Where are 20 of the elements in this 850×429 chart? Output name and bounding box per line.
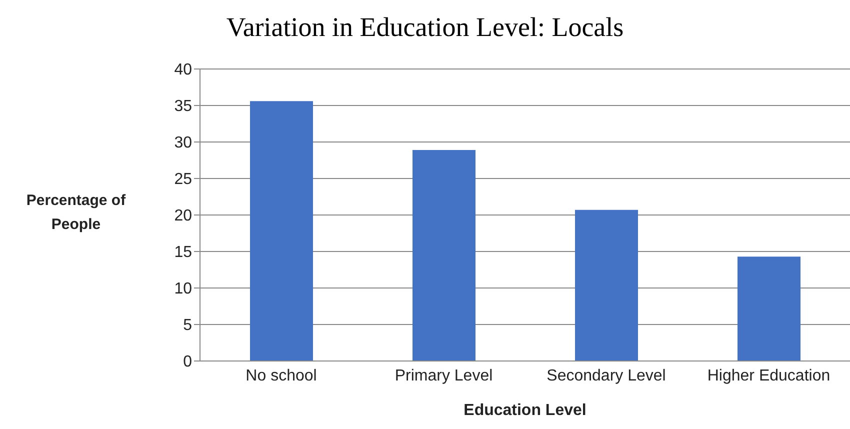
chart-title: Variation in Education Level: Locals [225,12,625,43]
y-tick-label: 25 [174,171,192,188]
x-tick-label: No school [246,367,317,384]
y-tick-label: 0 [183,354,192,371]
y-axis-title: Percentage of People [26,192,127,233]
y-tick-label: 20 [174,208,192,225]
bar [575,210,638,361]
bar [250,101,313,361]
y-tick-label: 30 [174,134,192,152]
x-tick-label: Secondary Level [546,367,666,384]
y-tick-label: 35 [174,98,192,116]
y-tick-label: 15 [174,244,192,262]
y-tick-label: 40 [174,62,192,79]
y-tick-label: 10 [174,280,192,298]
bar [412,150,476,361]
x-tick-label: Higher Education [707,367,830,384]
bar [738,256,800,361]
y-tick-label: 5 [183,317,192,334]
x-axis-title: Education Level [464,402,586,419]
x-tick-label: Primary Level [394,367,493,384]
